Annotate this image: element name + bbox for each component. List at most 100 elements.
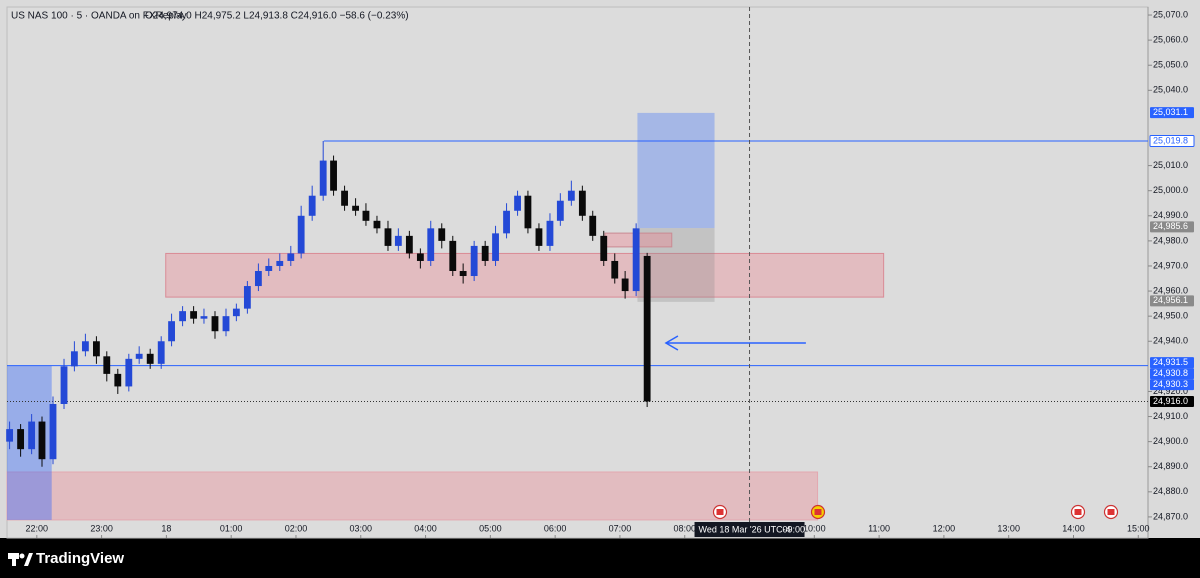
price-label-bg [1150,379,1194,391]
candle-body [222,316,230,332]
candle-body [632,228,640,292]
candle-body [276,260,284,266]
price-label: 24,985.6 [1153,221,1188,231]
candle-body [481,245,489,261]
candle-body [114,373,122,387]
x-tick-label: 13:00 [997,523,1020,533]
x-tick-label: 01:00 [220,523,243,533]
candle-body [449,240,457,271]
y-tick-label: 24,910.0 [1153,411,1188,421]
y-tick-label: 25,060.0 [1153,34,1188,44]
candle-body [352,205,359,211]
candle-body [438,228,446,241]
crosshair-label-bg [694,522,805,537]
price-label-bg [1150,295,1194,307]
candle-body [157,341,165,364]
x-tick-label: 08:00 [673,523,696,533]
candle-body [621,278,629,292]
y-tick-label: 25,010.0 [1153,160,1188,170]
x-tick-label: 07:00 [609,523,632,533]
candle-body [459,270,467,277]
price-label: 24,930.8 [1153,368,1188,378]
candle-body [556,200,564,221]
candle-body [600,235,608,261]
candle-body [567,190,575,201]
price-label: 25,031.1 [1153,107,1188,117]
ohlc-text: O24,974.0 H24,975.2 L24,913.8 C24,916.0 … [145,11,409,22]
chart-layer [6,7,1148,538]
price-label-bg [1150,357,1194,369]
candle-body [427,228,435,261]
candle-body [643,255,651,402]
x-tick-label: 03:00 [350,523,373,533]
candle-body [179,311,187,322]
candle-body [28,421,36,450]
candle-body [470,245,478,277]
y-tick-label: 24,960.0 [1153,285,1188,295]
price-label: 24,931.5 [1153,357,1188,367]
brand-logo [8,553,33,566]
y-tick-label: 24,990.0 [1153,210,1188,220]
event-flag-stripe [716,509,724,515]
y-tick-label: 25,000.0 [1153,185,1188,195]
candle-body [17,429,25,450]
candle-body [103,356,111,374]
x-tick-label: 22:00 [26,523,49,533]
candle-body [503,210,510,234]
price-label: 24,916.0 [1153,396,1188,406]
y-tick-label: 24,880.0 [1153,486,1188,496]
x-tick-label: 23:00 [90,523,113,533]
candle-body [514,195,521,211]
y-tick-label: 24,970.0 [1153,260,1188,270]
candle-body [146,353,154,364]
candle-body [589,215,597,236]
y-tick-label: 25,050.0 [1153,60,1188,70]
x-tick-label: 05:00 [479,523,502,533]
x-tick-label: 14:00 [1062,523,1085,533]
zone [165,252,885,298]
x-tick-label: 12:00 [933,523,956,533]
price-label: 24,956.1 [1153,295,1188,305]
price-label: 25,019.8 [1153,135,1188,145]
y-tick-label: 24,870.0 [1153,511,1188,521]
candle-body [394,235,402,246]
y-tick-label: 25,040.0 [1153,85,1188,95]
candle-body [416,253,424,261]
candle-body [70,351,78,367]
candle-body [125,358,133,387]
candle-body [254,270,262,287]
y-tick-label: 24,940.0 [1153,336,1188,346]
price-label-bg [1149,135,1195,148]
candle-body [546,220,554,246]
x-tick-label: 10:00 [803,523,826,533]
candle-body [319,160,327,196]
arrow-head [664,335,679,351]
event-flag-stripe [814,509,822,515]
y-tick-label: 24,890.0 [1153,461,1188,471]
price-label-bg [1150,395,1194,407]
candle-body [373,220,381,229]
x-tick-label: 04:00 [414,523,437,533]
candle-body [6,429,14,442]
x-tick-label: 02:00 [285,523,308,533]
candle-body [308,195,316,216]
plot-area [6,6,1149,539]
zone [6,471,819,521]
candle-body [60,366,68,404]
candle-body [92,341,100,357]
candle-body [535,228,543,246]
candle-body [81,341,89,352]
event-flag-stripe [1107,509,1115,515]
candle-body [190,311,198,319]
y-tick-label: 25,070.0 [1153,9,1188,19]
candle-body [405,235,413,254]
chart-title: US NAS 100 · 5 · OANDA on FXReplay [11,11,187,22]
x-tick-label: 18 [161,523,171,533]
y-tick-label: 24,900.0 [1153,436,1188,446]
y-tick-label: 24,980.0 [1153,235,1188,245]
candle-body [168,321,175,342]
y-tick-label: 24,950.0 [1153,311,1188,321]
candle-body [384,228,392,246]
